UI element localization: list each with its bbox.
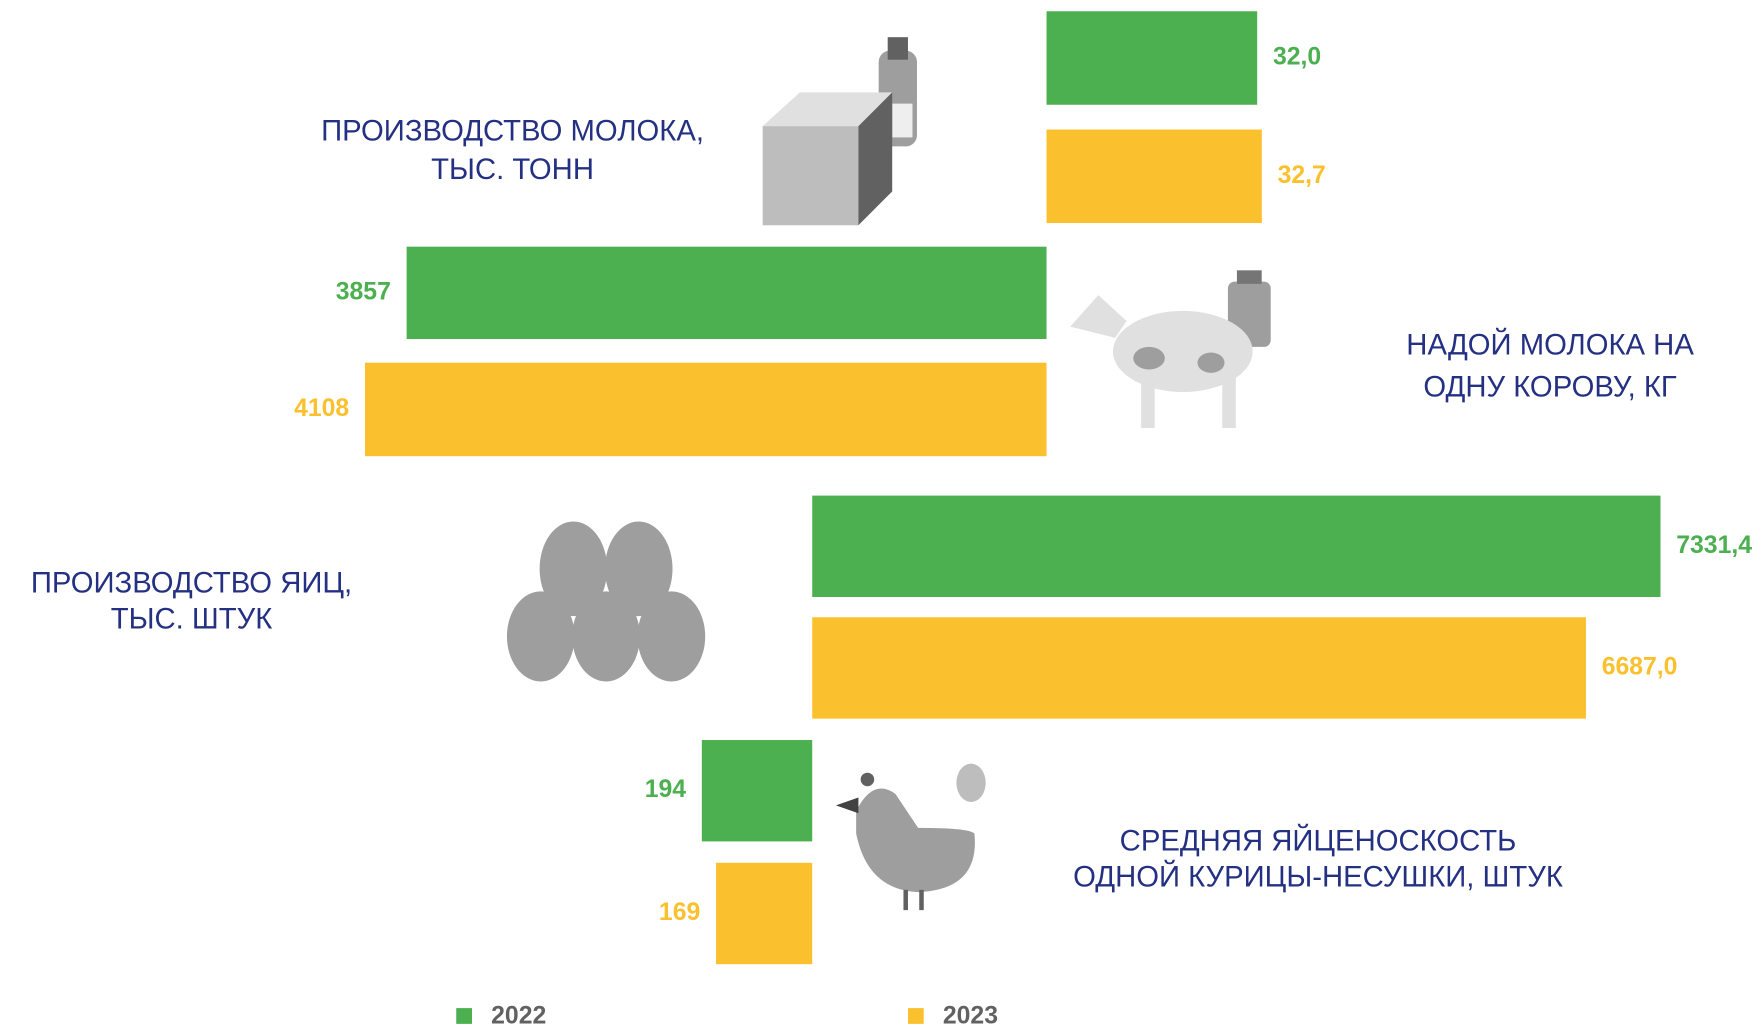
panel-title: СРЕДНЯЯ ЯЙЦЕНОСКОСТЬ: [1120, 823, 1517, 857]
legend-label: 2022: [491, 1003, 546, 1025]
cow-icon: [1070, 270, 1271, 429]
panel-title: ТЫС. ТОНН: [431, 153, 594, 186]
panel-title: ПРОИЗВОДСТВО МОЛОКА,: [321, 115, 704, 148]
value-label: 194: [645, 776, 687, 803]
milk-icon: [762, 37, 917, 226]
value-label: 32,0: [1273, 44, 1321, 71]
legend-label: 2023: [943, 1003, 998, 1025]
bar: [406, 246, 1047, 340]
bar: [1046, 129, 1262, 224]
panel-title: НАДОЙ МОЛОКА НА: [1406, 328, 1694, 362]
panel-title: ТЫС. ШТУК: [111, 602, 273, 635]
value-label: 169: [659, 899, 700, 926]
bar: [812, 617, 1586, 719]
value-label: 7331,4: [1676, 532, 1752, 559]
value-label: 6687,0: [1602, 653, 1678, 680]
bar: [701, 740, 813, 842]
hen-icon: [835, 763, 986, 911]
value-label: 32,7: [1278, 162, 1326, 189]
bar: [1046, 11, 1258, 105]
legend-swatch: [907, 1008, 924, 1024]
bar: [364, 362, 1047, 457]
value-label: 4108: [294, 395, 349, 422]
panel-title: ОДНОЙ КУРИЦЫ-НЕСУШКИ, ШТУК: [1073, 859, 1563, 893]
panel-title: ПРОИЗВОДСТВО ЯИЦ,: [31, 566, 352, 599]
eggs-icon: [506, 521, 706, 682]
bar: [812, 495, 1661, 597]
value-label: 3857: [336, 278, 391, 305]
bar: [716, 862, 813, 965]
panel-title: ОДНУ КОРОВУ, КГ: [1423, 370, 1676, 403]
legend-swatch: [456, 1008, 473, 1024]
